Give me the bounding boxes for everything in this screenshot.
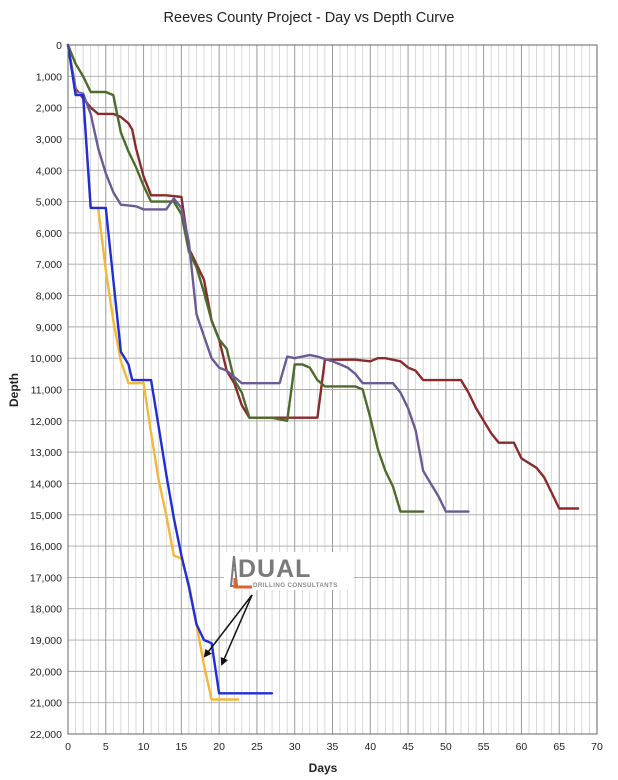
x-tick-label: 45	[402, 741, 414, 753]
y-tick-label: 21,000	[30, 698, 62, 710]
y-tick-label: 5,000	[36, 197, 62, 209]
series-line-2	[66, 43, 425, 513]
series-line-4	[66, 43, 240, 701]
derrick-icon	[229, 555, 252, 589]
x-tick-label: 10	[138, 741, 150, 753]
dual-drilling-logo: DUAL DRILLING CONSULTANTS	[224, 552, 354, 590]
x-tick-label: 60	[516, 741, 528, 753]
x-tick-label: 65	[553, 741, 565, 753]
x-tick-label: 40	[364, 741, 376, 753]
y-tick-label: 16,000	[30, 541, 62, 553]
x-tick-label: 30	[289, 741, 301, 753]
y-tick-label: 1,000	[36, 71, 62, 83]
y-tick-label: 17,000	[30, 572, 62, 584]
logo-word: DUAL	[238, 555, 311, 583]
x-tick-label: 50	[440, 741, 452, 753]
x-tick-label: 15	[176, 741, 188, 753]
series-line-1	[66, 43, 580, 510]
y-tick-label: 9,000	[36, 322, 62, 334]
y-tick-label: 15,000	[30, 510, 62, 522]
y-tick-label: 12,000	[30, 416, 62, 428]
x-tick-labels: 0 5 10 15 20 25 30 35 40 45 50 55 60 65 70	[65, 741, 603, 753]
y-tick-label: 10,000	[30, 353, 62, 365]
chart-title: Reeves County Project - Day vs Depth Cur…	[163, 10, 455, 26]
arrow-to-blue-curve	[220, 594, 253, 666]
x-tick-label: 55	[478, 741, 490, 753]
y-tick-label: 3,000	[36, 134, 62, 146]
y-tick-label: 13,000	[30, 447, 62, 459]
y-tick-label: 22,000	[30, 729, 62, 741]
logo-pointer-arrows	[203, 594, 253, 666]
grid	[68, 45, 597, 734]
arrow-to-yellow-curve	[203, 594, 253, 658]
y-tick-label: 19,000	[30, 635, 62, 647]
x-tick-label: 5	[103, 741, 109, 753]
y-tick-label: 6,000	[36, 228, 62, 240]
y-tick-label: 8,000	[36, 291, 62, 303]
x-axis-label: Days	[309, 761, 338, 775]
y-tick-label: 2,000	[36, 103, 62, 115]
y-tick-labels: 0 1,000 2,000 3,000 4,000 5,000 6,000 7,000 8,00…	[30, 40, 62, 741]
y-tick-label: 14,000	[30, 478, 62, 490]
logo-subtitle: DRILLING CONSULTANTS	[253, 582, 338, 589]
y-tick-label: 0	[56, 40, 62, 52]
series-line-5	[66, 43, 274, 695]
x-tick-label: 35	[327, 741, 339, 753]
x-tick-label: 25	[251, 741, 263, 753]
series-line-3	[66, 43, 470, 513]
y-tick-label: 4,000	[36, 165, 62, 177]
logo-background	[224, 552, 354, 590]
y-tick-label: 11,000	[31, 385, 62, 397]
plot-frame	[67, 44, 598, 735]
y-tick-label: 18,000	[30, 604, 62, 616]
x-tick-label: 0	[65, 741, 71, 753]
y-tick-label: 20,000	[30, 666, 62, 678]
y-axis-label: Depth	[7, 373, 21, 407]
y-tick-label: 7,000	[36, 259, 62, 271]
series-lines	[66, 43, 580, 701]
x-tick-label: 20	[213, 741, 225, 753]
x-tick-label: 70	[591, 741, 603, 753]
